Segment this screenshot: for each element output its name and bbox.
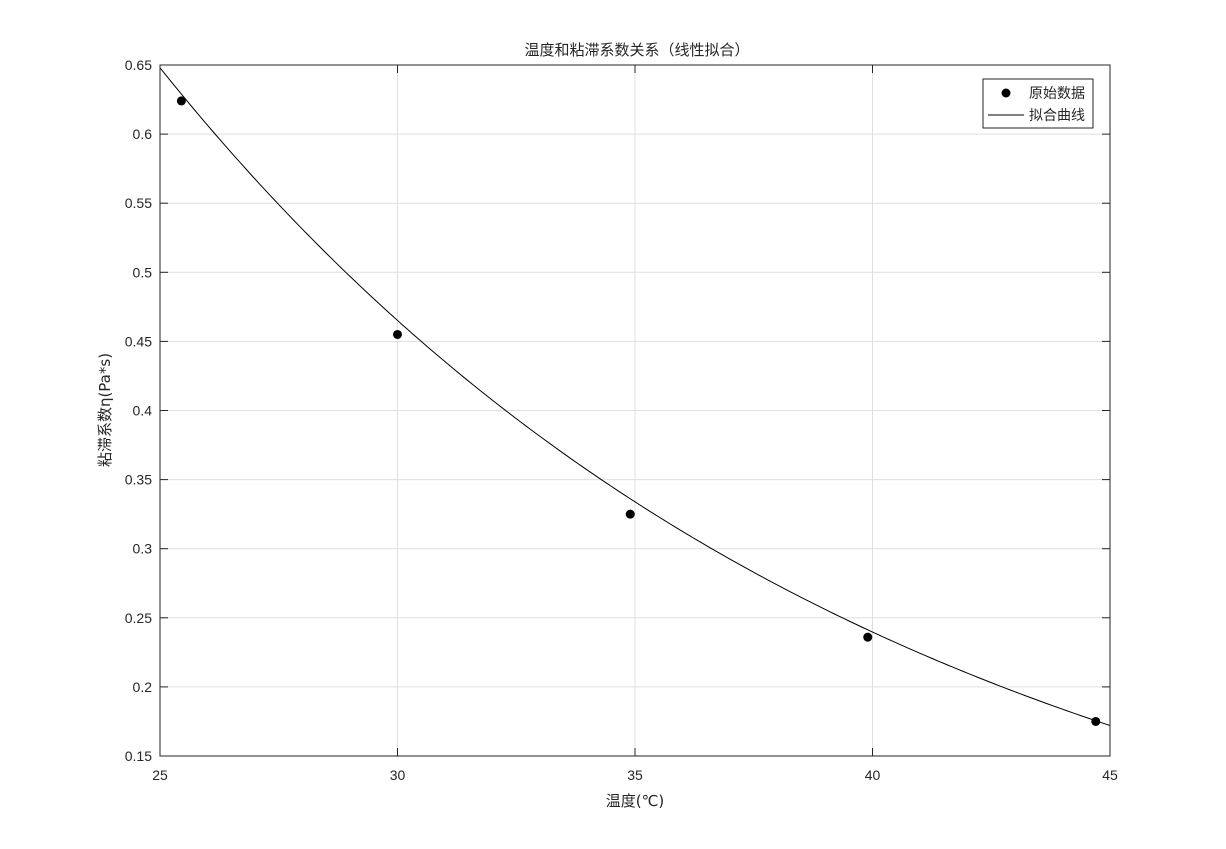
- y-tick-label: 0.4: [133, 403, 153, 419]
- y-tick-label: 0.55: [125, 195, 152, 211]
- legend-box: [982, 78, 1094, 129]
- data-point: [625, 509, 635, 519]
- y-tick-label: 0.35: [125, 472, 152, 488]
- data-point: [1091, 716, 1101, 726]
- legend-label-raw-data: 原始数据: [1029, 86, 1085, 102]
- y-tick-label: 0.45: [125, 333, 152, 349]
- y-ticks: 0.15 0.2 0.25 0.3 0.35 0.4 0.45 0.5 0.55 0.6 0.65: [125, 57, 1110, 764]
- legend-label-fit-curve: 拟合曲线: [1029, 108, 1085, 124]
- data-point: [863, 632, 873, 642]
- data-point: [393, 329, 402, 339]
- y-tick-label: 0.65: [125, 57, 152, 73]
- x-axis-label: 温度(℃): [606, 792, 665, 810]
- x-tick-label: 30: [390, 767, 406, 783]
- y-tick-label: 0.5: [133, 264, 153, 280]
- x-ticks: 25 30 35 40 45: [152, 65, 1118, 783]
- legend: 原始数据 拟合曲线: [982, 78, 1094, 129]
- grid: [159, 64, 1111, 757]
- y-tick-label: 0.25: [125, 610, 152, 626]
- y-tick-label: 0.2: [133, 679, 153, 695]
- x-tick-label: 35: [627, 767, 643, 783]
- y-tick-label: 0.15: [125, 748, 152, 764]
- fit-curve-layer: [159, 67, 1111, 726]
- x-tick-label: 45: [1102, 767, 1118, 783]
- x-tick-label: 25: [152, 767, 168, 783]
- y-axis-label: 粘滞系数η(Pa*s): [96, 353, 114, 467]
- y-tick-label: 0.6: [133, 126, 153, 142]
- x-tick-label: 40: [865, 767, 881, 783]
- y-tick-label: 0.3: [133, 541, 153, 557]
- legend-marker-icon: [1001, 88, 1011, 98]
- data-points-layer: [176, 96, 1101, 726]
- data-point: [176, 96, 186, 106]
- fit-curve-line: [159, 67, 1111, 726]
- chart-title: 温度和粘滞系数关系（线性拟合）: [524, 41, 749, 59]
